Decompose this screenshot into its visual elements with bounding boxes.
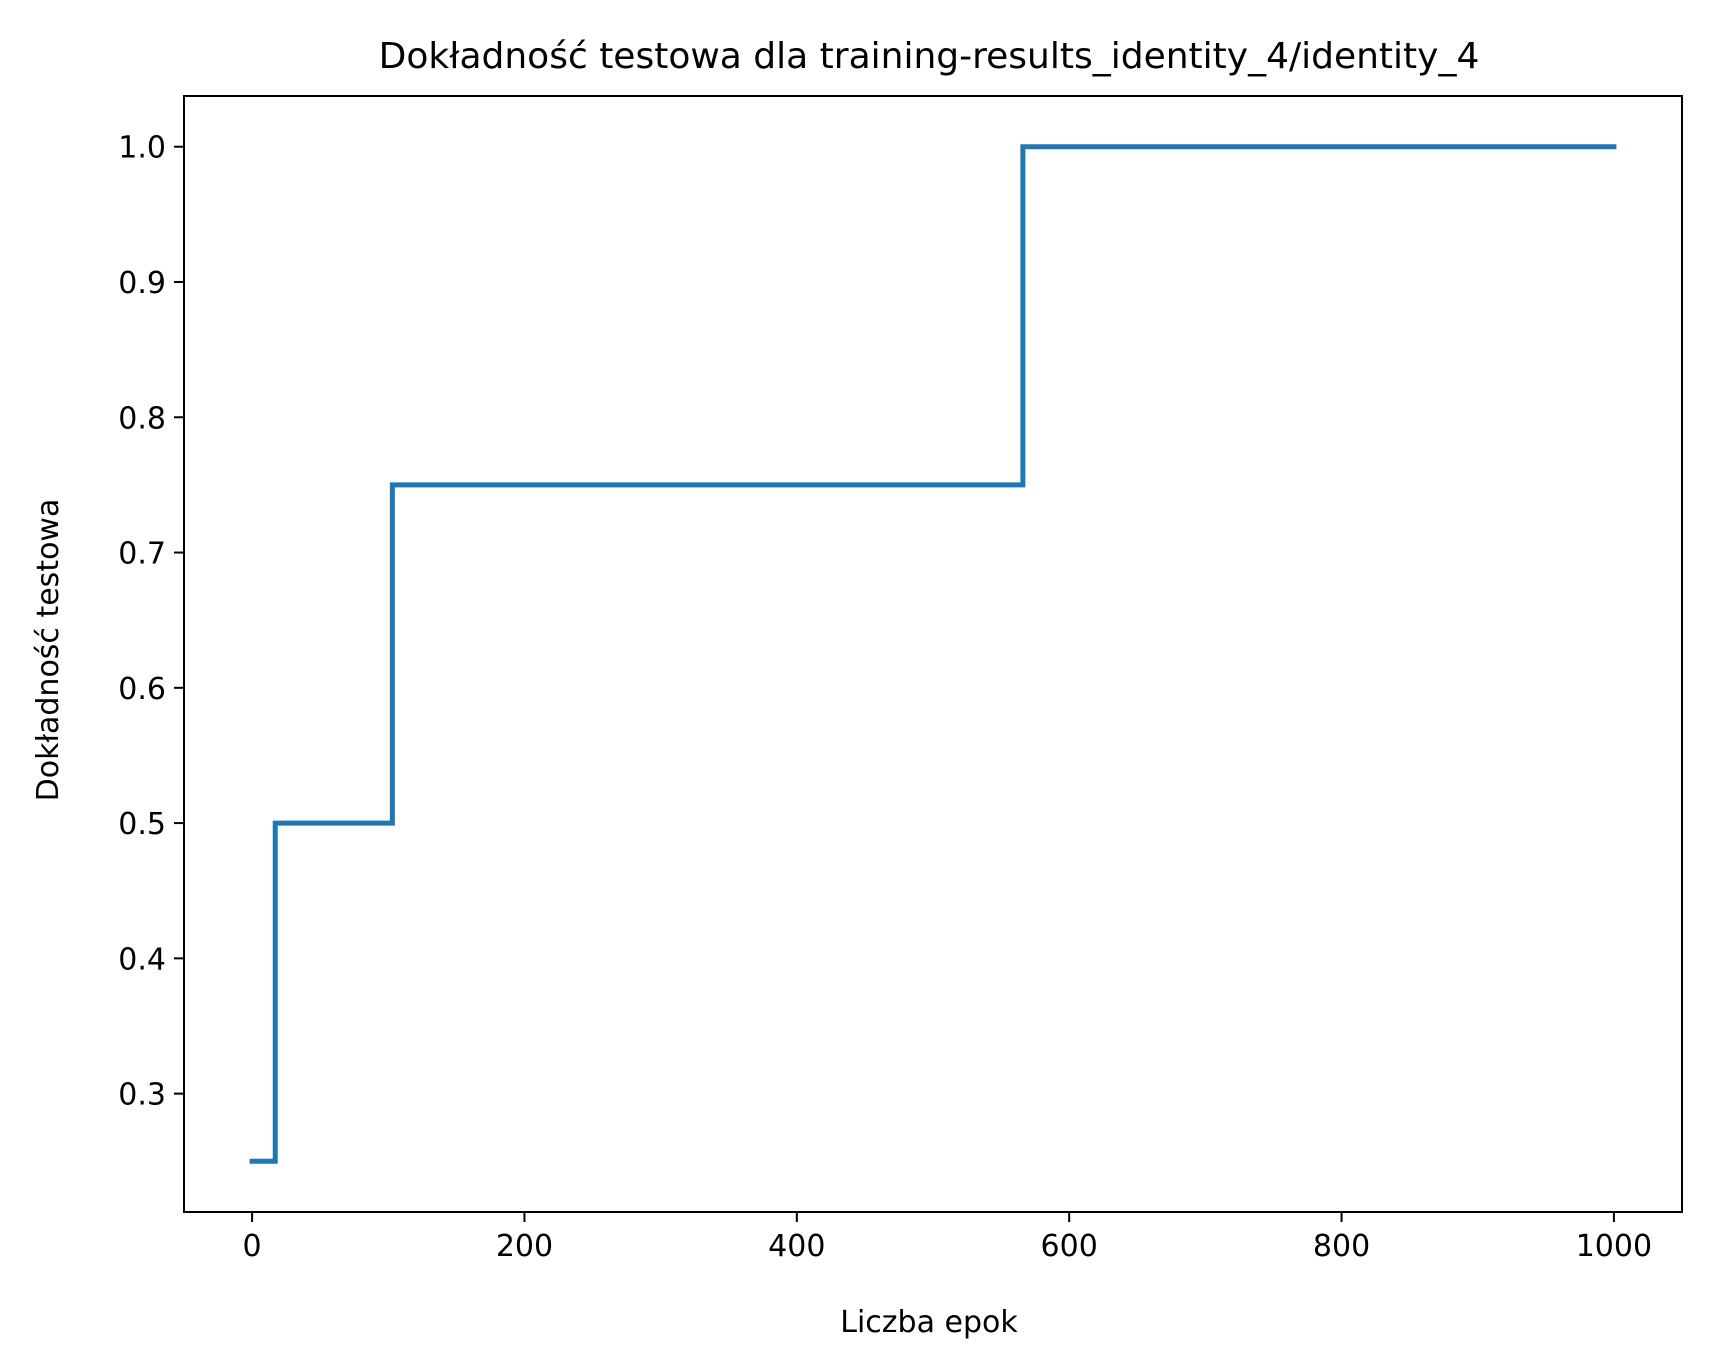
chart-title: Dokładność testowa dla training-results_… [379,36,1480,77]
y-tick-label: 0.6 [118,672,166,707]
series-line-0 [249,144,1617,1164]
x-tick-label: 1000 [1576,1229,1652,1264]
x-axis-label: Liczba epok [840,1305,1018,1340]
y-tick-label: 0.9 [118,266,166,301]
axes-frame [183,95,1683,1213]
x-tick-label: 400 [768,1229,825,1264]
y-tick-label: 1.0 [118,131,166,166]
y-tick-label: 0.7 [118,537,166,572]
y-tick-label: 0.5 [118,807,166,842]
y-tick-label: 0.8 [118,401,166,436]
y-axis-label: Dokładność testowa [31,499,66,802]
x-tick-label: 200 [496,1229,553,1264]
x-tick-label: 800 [1313,1229,1370,1264]
x-tick-label: 0 [243,1229,262,1264]
y-tick-label: 0.4 [118,942,166,977]
y-tick-label: 0.3 [118,1078,166,1113]
x-tick-label: 600 [1041,1229,1098,1264]
plot-area: 0 200 400 600 800 1000 0.3 0.4 0.5 0.6 0.7 0.8 0.9 1.… [118,95,1683,1264]
